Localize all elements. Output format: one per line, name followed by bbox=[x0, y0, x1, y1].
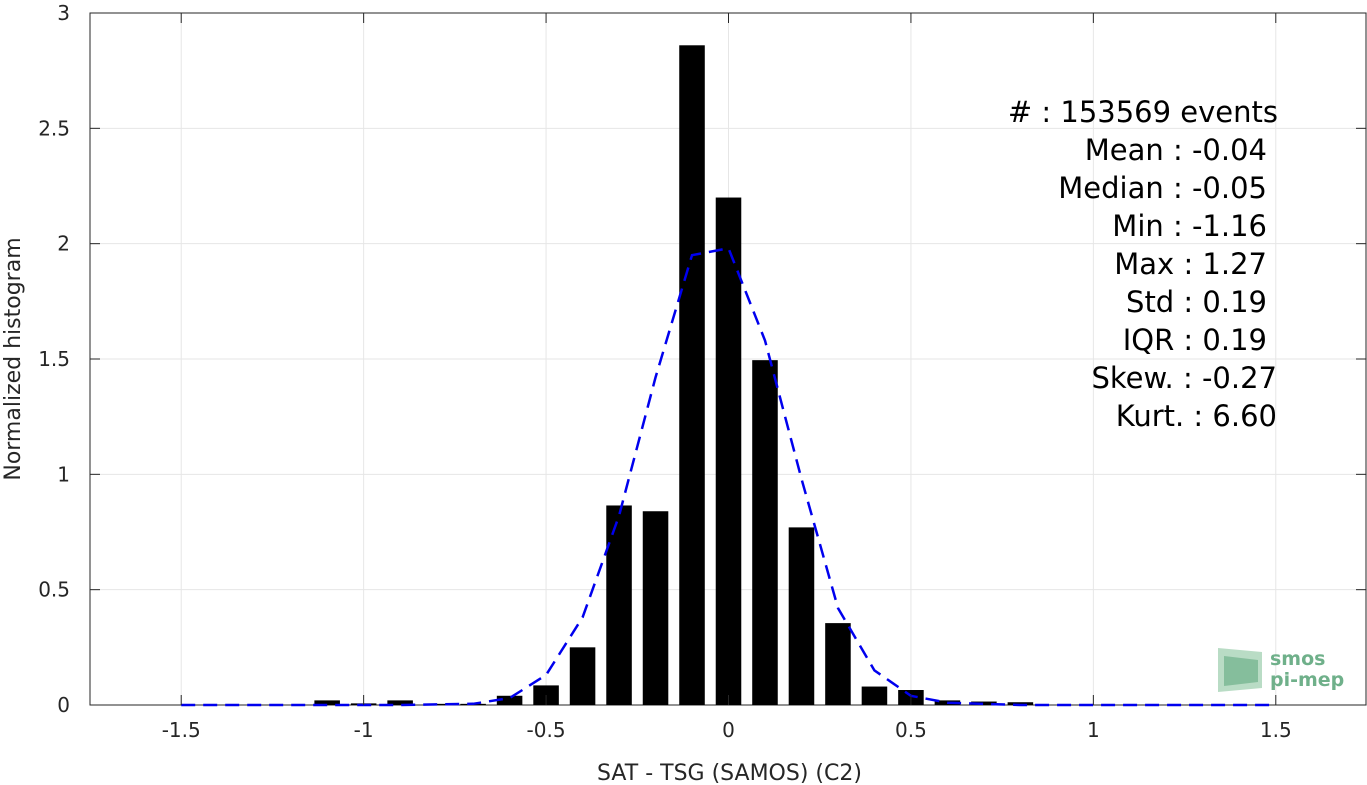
fit-curve bbox=[181, 246, 1276, 707]
x-tick-labels: -1.5 -1 -0.5 0 0.5 1 1.5 bbox=[162, 718, 1292, 742]
y-axis-label: Normalized histogram bbox=[1, 237, 26, 480]
histogram-bar bbox=[569, 647, 596, 705]
y-tick-label: 2.5 bbox=[38, 116, 70, 140]
y-tick-label: 2 bbox=[57, 232, 70, 256]
x-tick-label: -0.5 bbox=[527, 718, 566, 742]
histogram-bar bbox=[679, 45, 705, 705]
histogram-bar bbox=[496, 695, 523, 705]
histogram-bar bbox=[642, 511, 669, 705]
stat-line: Mean : -0.04 bbox=[1085, 133, 1267, 167]
stat-line: Std : 0.19 bbox=[1126, 285, 1267, 319]
histogram-bar bbox=[971, 701, 997, 705]
y-tick-label: 0 bbox=[57, 693, 70, 717]
histogram-bar bbox=[752, 360, 778, 705]
logo-line-1: smos bbox=[1270, 648, 1325, 670]
histogram-bar bbox=[1007, 702, 1034, 705]
x-tick-label: 0 bbox=[722, 718, 735, 742]
x-tick-label: 1 bbox=[1087, 718, 1100, 742]
x-tick-label: 0.5 bbox=[895, 718, 927, 742]
stat-line: Median : -0.05 bbox=[1058, 171, 1267, 205]
y-tick-label: 1.5 bbox=[38, 347, 70, 371]
x-tick-label: -1.5 bbox=[162, 718, 201, 742]
stat-line: Kurt. : 6.60 bbox=[1116, 399, 1277, 433]
histogram-bar bbox=[825, 623, 851, 705]
statistics-annotation: # : 153569 events Mean : -0.04 Median : -0… bbox=[1008, 95, 1278, 433]
histogram-bar bbox=[788, 527, 815, 705]
histogram-bar bbox=[387, 700, 413, 705]
histogram-bar bbox=[715, 197, 742, 706]
y-tick-label: 3 bbox=[57, 1, 70, 25]
logo-graphic-layer bbox=[1224, 656, 1258, 686]
stat-line: IQR : 0.19 bbox=[1123, 323, 1267, 357]
x-axis-label: SAT - TSG (SAMOS) (C2) bbox=[597, 761, 862, 785]
histogram-bar bbox=[314, 700, 340, 705]
logo-line-2: pi-mep bbox=[1270, 669, 1344, 691]
stat-line: Min : -1.16 bbox=[1112, 209, 1267, 243]
histogram-bar bbox=[606, 505, 632, 705]
y-tick-label: 0.5 bbox=[38, 578, 70, 602]
smos-pi-mep-logo: smos pi-mep bbox=[1218, 648, 1344, 692]
y-tick-labels: 0 0.5 1 1.5 2 2.5 3 bbox=[38, 1, 70, 717]
stat-line: Skew. : -0.27 bbox=[1091, 361, 1277, 395]
y-tick-label: 1 bbox=[57, 462, 70, 486]
axis-ticks bbox=[90, 12, 1366, 706]
histogram-bars bbox=[314, 45, 1034, 706]
stat-line: Max : 1.27 bbox=[1114, 247, 1267, 281]
stat-line: # : 153569 events bbox=[1008, 95, 1278, 129]
x-tick-label: -1 bbox=[354, 718, 374, 742]
histogram-bar bbox=[861, 686, 888, 705]
x-tick-label: 1.5 bbox=[1260, 718, 1292, 742]
